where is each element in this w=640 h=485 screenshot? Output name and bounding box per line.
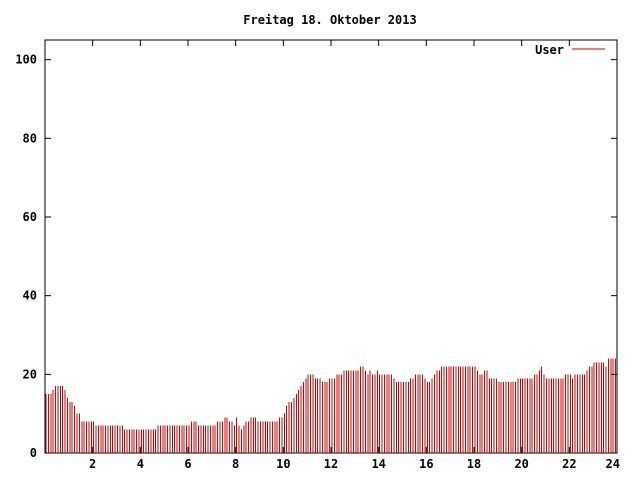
y-tick-label: 80 bbox=[23, 131, 37, 145]
x-tick-label: 2 bbox=[89, 457, 96, 471]
x-tick-label: 20 bbox=[514, 457, 528, 471]
x-tick-label: 10 bbox=[276, 457, 290, 471]
x-tick-label: 16 bbox=[419, 457, 433, 471]
y-tick-label: 100 bbox=[15, 53, 37, 67]
data-bars bbox=[45, 358, 617, 453]
y-tick-label: 40 bbox=[23, 289, 37, 303]
legend-label-user: User bbox=[535, 43, 564, 57]
x-tick-label: 4 bbox=[137, 457, 144, 471]
x-tick-label: 24 bbox=[606, 457, 620, 471]
x-tick-label: 22 bbox=[562, 457, 576, 471]
chart-title: Freitag 18. Oktober 2013 bbox=[243, 13, 416, 27]
y-tick-label: 0 bbox=[30, 446, 37, 460]
y-tick-label: 60 bbox=[23, 210, 37, 224]
x-tick-label: 12 bbox=[324, 457, 338, 471]
plot-frame bbox=[44, 39, 618, 454]
x-tick-label: 18 bbox=[467, 457, 481, 471]
x-tick-label: 8 bbox=[232, 457, 239, 471]
x-tick-label: 14 bbox=[371, 457, 385, 471]
plot-area bbox=[44, 39, 618, 454]
y-tick-label: 20 bbox=[23, 367, 37, 381]
legend: User bbox=[535, 43, 605, 57]
x-tick-label: 6 bbox=[184, 457, 191, 471]
